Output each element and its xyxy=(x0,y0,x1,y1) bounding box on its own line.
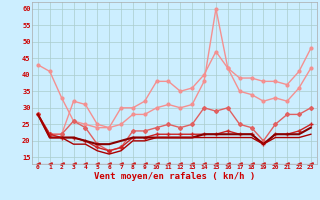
X-axis label: Vent moyen/en rafales ( kn/h ): Vent moyen/en rafales ( kn/h ) xyxy=(94,172,255,181)
